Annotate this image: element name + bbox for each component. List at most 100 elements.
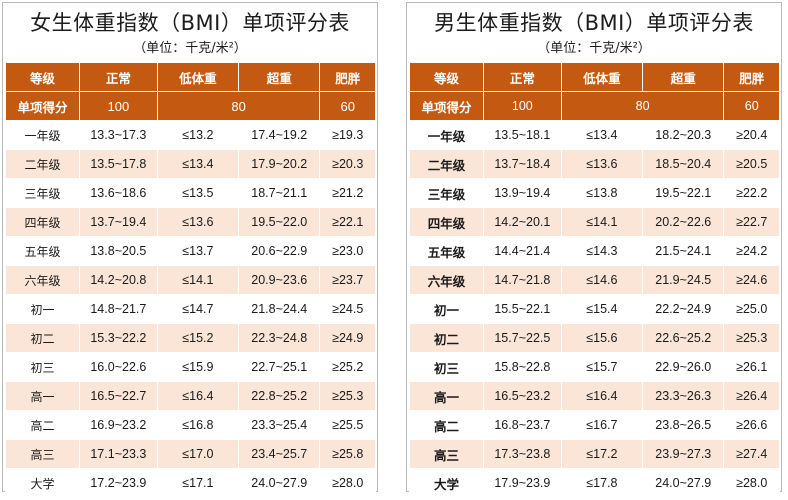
obese-cell: ≥22.1	[319, 207, 376, 237]
underweight-cell: ≤16.4	[156, 381, 240, 411]
table-row: 二年级 13.5~17.8 ≤13.4 17.9~20.2 ≥20.3	[5, 149, 376, 179]
overweight-cell: 22.6~25.2	[642, 323, 725, 353]
male-table-unit: （单位：千克/米²）	[537, 41, 651, 56]
normal-cell: 16.9~23.2	[79, 410, 158, 440]
overweight-cell: 23.9~27.3	[642, 439, 725, 469]
normal-cell: 13.7~19.4	[79, 207, 158, 237]
underweight-cell: ≤13.5	[156, 178, 240, 208]
overweight-cell: 23.3~25.4	[238, 410, 321, 440]
obese-cell: ≥20.5	[723, 149, 780, 179]
header-row: 等级 正常 低体重 超重 肥胖	[5, 62, 376, 92]
grade-cell: 高三	[409, 439, 484, 469]
header-underweight: 低体重	[560, 62, 644, 92]
overweight-cell: 23.3~26.3	[642, 381, 725, 411]
table-row: 三年级 13.9~19.4 ≤13.8 19.5~22.1 ≥22.2	[409, 178, 780, 208]
obese-cell: ≥23.7	[319, 265, 376, 295]
grade-cell: 二年级	[409, 149, 484, 179]
table-row: 高一 16.5~23.2 ≤16.4 23.3~26.3 ≥26.4	[409, 381, 780, 411]
normal-cell: 17.2~23.9	[79, 468, 158, 498]
score-underweight-overweight: 80	[156, 91, 321, 121]
grade-cell: 六年级	[409, 265, 484, 295]
obese-cell: ≥24.2	[723, 236, 780, 266]
male-table-body: 单项得分 100 80 60 一年级 13.5~18.1 ≤13.4 18.2~20.…	[409, 91, 780, 498]
normal-cell: 15.5~22.1	[483, 294, 562, 324]
overweight-cell: 22.2~24.9	[642, 294, 725, 324]
score-label: 单项得分	[409, 91, 484, 121]
normal-cell: 16.0~22.6	[79, 352, 158, 382]
score-underweight-overweight: 80	[560, 91, 725, 121]
obese-cell: ≥25.3	[723, 323, 780, 353]
overweight-cell: 24.0~27.9	[642, 468, 725, 498]
table-row: 大学 17.9~23.9 ≤17.8 24.0~27.9 ≥28.0	[409, 468, 780, 498]
underweight-cell: ≤15.4	[560, 294, 644, 324]
obese-cell: ≥23.0	[319, 236, 376, 266]
underweight-cell: ≤13.8	[560, 178, 644, 208]
overweight-cell: 22.3~24.8	[238, 323, 321, 353]
grade-cell: 初一	[409, 294, 484, 324]
underweight-cell: ≤15.7	[560, 352, 644, 382]
overweight-cell: 17.4~19.2	[238, 120, 321, 150]
overweight-cell: 24.0~27.9	[238, 468, 321, 498]
grade-cell: 初二	[5, 323, 80, 353]
overweight-cell: 23.8~26.5	[642, 410, 725, 440]
overweight-cell: 20.2~22.6	[642, 207, 725, 237]
underweight-cell: ≤13.6	[560, 149, 644, 179]
overweight-cell: 21.8~24.4	[238, 294, 321, 324]
normal-cell: 13.8~20.5	[79, 236, 158, 266]
grade-cell: 二年级	[5, 149, 80, 179]
score-obese: 60	[723, 91, 780, 121]
table-row: 二年级 13.7~18.4 ≤13.6 18.5~20.4 ≥20.5	[409, 149, 780, 179]
header-row: 等级 正常 低体重 超重 肥胖	[409, 62, 780, 92]
table-row: 初二 15.7~22.5 ≤15.6 22.6~25.2 ≥25.3	[409, 323, 780, 353]
table-row: 初一 14.8~21.7 ≤14.7 21.8~24.4 ≥24.5	[5, 294, 376, 324]
underweight-cell: ≤16.4	[560, 381, 644, 411]
grade-cell: 初二	[409, 323, 484, 353]
underweight-cell: ≤13.2	[156, 120, 240, 150]
grade-cell: 五年级	[409, 236, 484, 266]
obese-cell: ≥26.6	[723, 410, 780, 440]
obese-cell: ≥24.9	[319, 323, 376, 353]
overweight-cell: 22.7~25.1	[238, 352, 321, 382]
score-label: 单项得分	[5, 91, 80, 121]
female-bmi-table-panel: 女生体重指数（BMI）单项评分表 （单位：千克/米²） 等级 正常 低体重 超重…	[2, 2, 378, 498]
header-obese: 肥胖	[723, 62, 780, 92]
underweight-cell: ≤13.7	[156, 236, 240, 266]
table-row: 三年级 13.6~18.6 ≤13.5 18.7~21.1 ≥21.2	[5, 178, 376, 208]
grade-cell: 大学	[409, 468, 484, 498]
overweight-cell: 18.5~20.4	[642, 149, 725, 179]
table-row: 高三 17.3~23.8 ≤17.2 23.9~27.3 ≥27.4	[409, 439, 780, 469]
table-row: 大学 17.2~23.9 ≤17.1 24.0~27.9 ≥28.0	[5, 468, 376, 498]
obese-cell: ≥25.2	[319, 352, 376, 382]
underweight-cell: ≤15.9	[156, 352, 240, 382]
header-grade: 等级	[409, 62, 484, 92]
grade-cell: 六年级	[5, 265, 80, 295]
table-row: 五年级 14.4~21.4 ≤14.3 21.5~24.1 ≥24.2	[409, 236, 780, 266]
underweight-cell: ≤16.7	[560, 410, 644, 440]
obese-cell: ≥25.5	[319, 410, 376, 440]
grade-cell: 五年级	[5, 236, 80, 266]
header-normal: 正常	[79, 62, 158, 92]
obese-cell: ≥24.5	[319, 294, 376, 324]
table-row: 初一 15.5~22.1 ≤15.4 22.2~24.9 ≥25.0	[409, 294, 780, 324]
obese-cell: ≥20.4	[723, 120, 780, 150]
table-row: 一年级 13.5~18.1 ≤13.4 18.2~20.3 ≥20.4	[409, 120, 780, 150]
female-bmi-table: 等级 正常 低体重 超重 肥胖 单项得分 100 80 60 一年级 13.3~1…	[5, 62, 376, 498]
normal-cell: 13.5~18.1	[483, 120, 562, 150]
score-row: 单项得分 100 80 60	[409, 91, 780, 121]
underweight-cell: ≤13.6	[156, 207, 240, 237]
overweight-cell: 21.9~24.5	[642, 265, 725, 295]
normal-cell: 14.2~20.8	[79, 265, 158, 295]
normal-cell: 14.7~21.8	[483, 265, 562, 295]
obese-cell: ≥25.0	[723, 294, 780, 324]
underweight-cell: ≤14.6	[560, 265, 644, 295]
underweight-cell: ≤17.2	[560, 439, 644, 469]
male-bmi-table-panel: 男生体重指数（BMI）单项评分表 （单位：千克/米²） 等级 正常 低体重 超重…	[406, 2, 782, 498]
obese-cell: ≥28.0	[319, 468, 376, 498]
male-table-title: 男生体重指数（BMI）单项评分表	[434, 11, 754, 35]
underweight-cell: ≤13.4	[560, 120, 644, 150]
grade-cell: 初一	[5, 294, 80, 324]
overweight-cell: 18.7~21.1	[238, 178, 321, 208]
obese-cell: ≥24.6	[723, 265, 780, 295]
overweight-cell: 19.5~22.0	[238, 207, 321, 237]
overweight-cell: 23.4~25.7	[238, 439, 321, 469]
